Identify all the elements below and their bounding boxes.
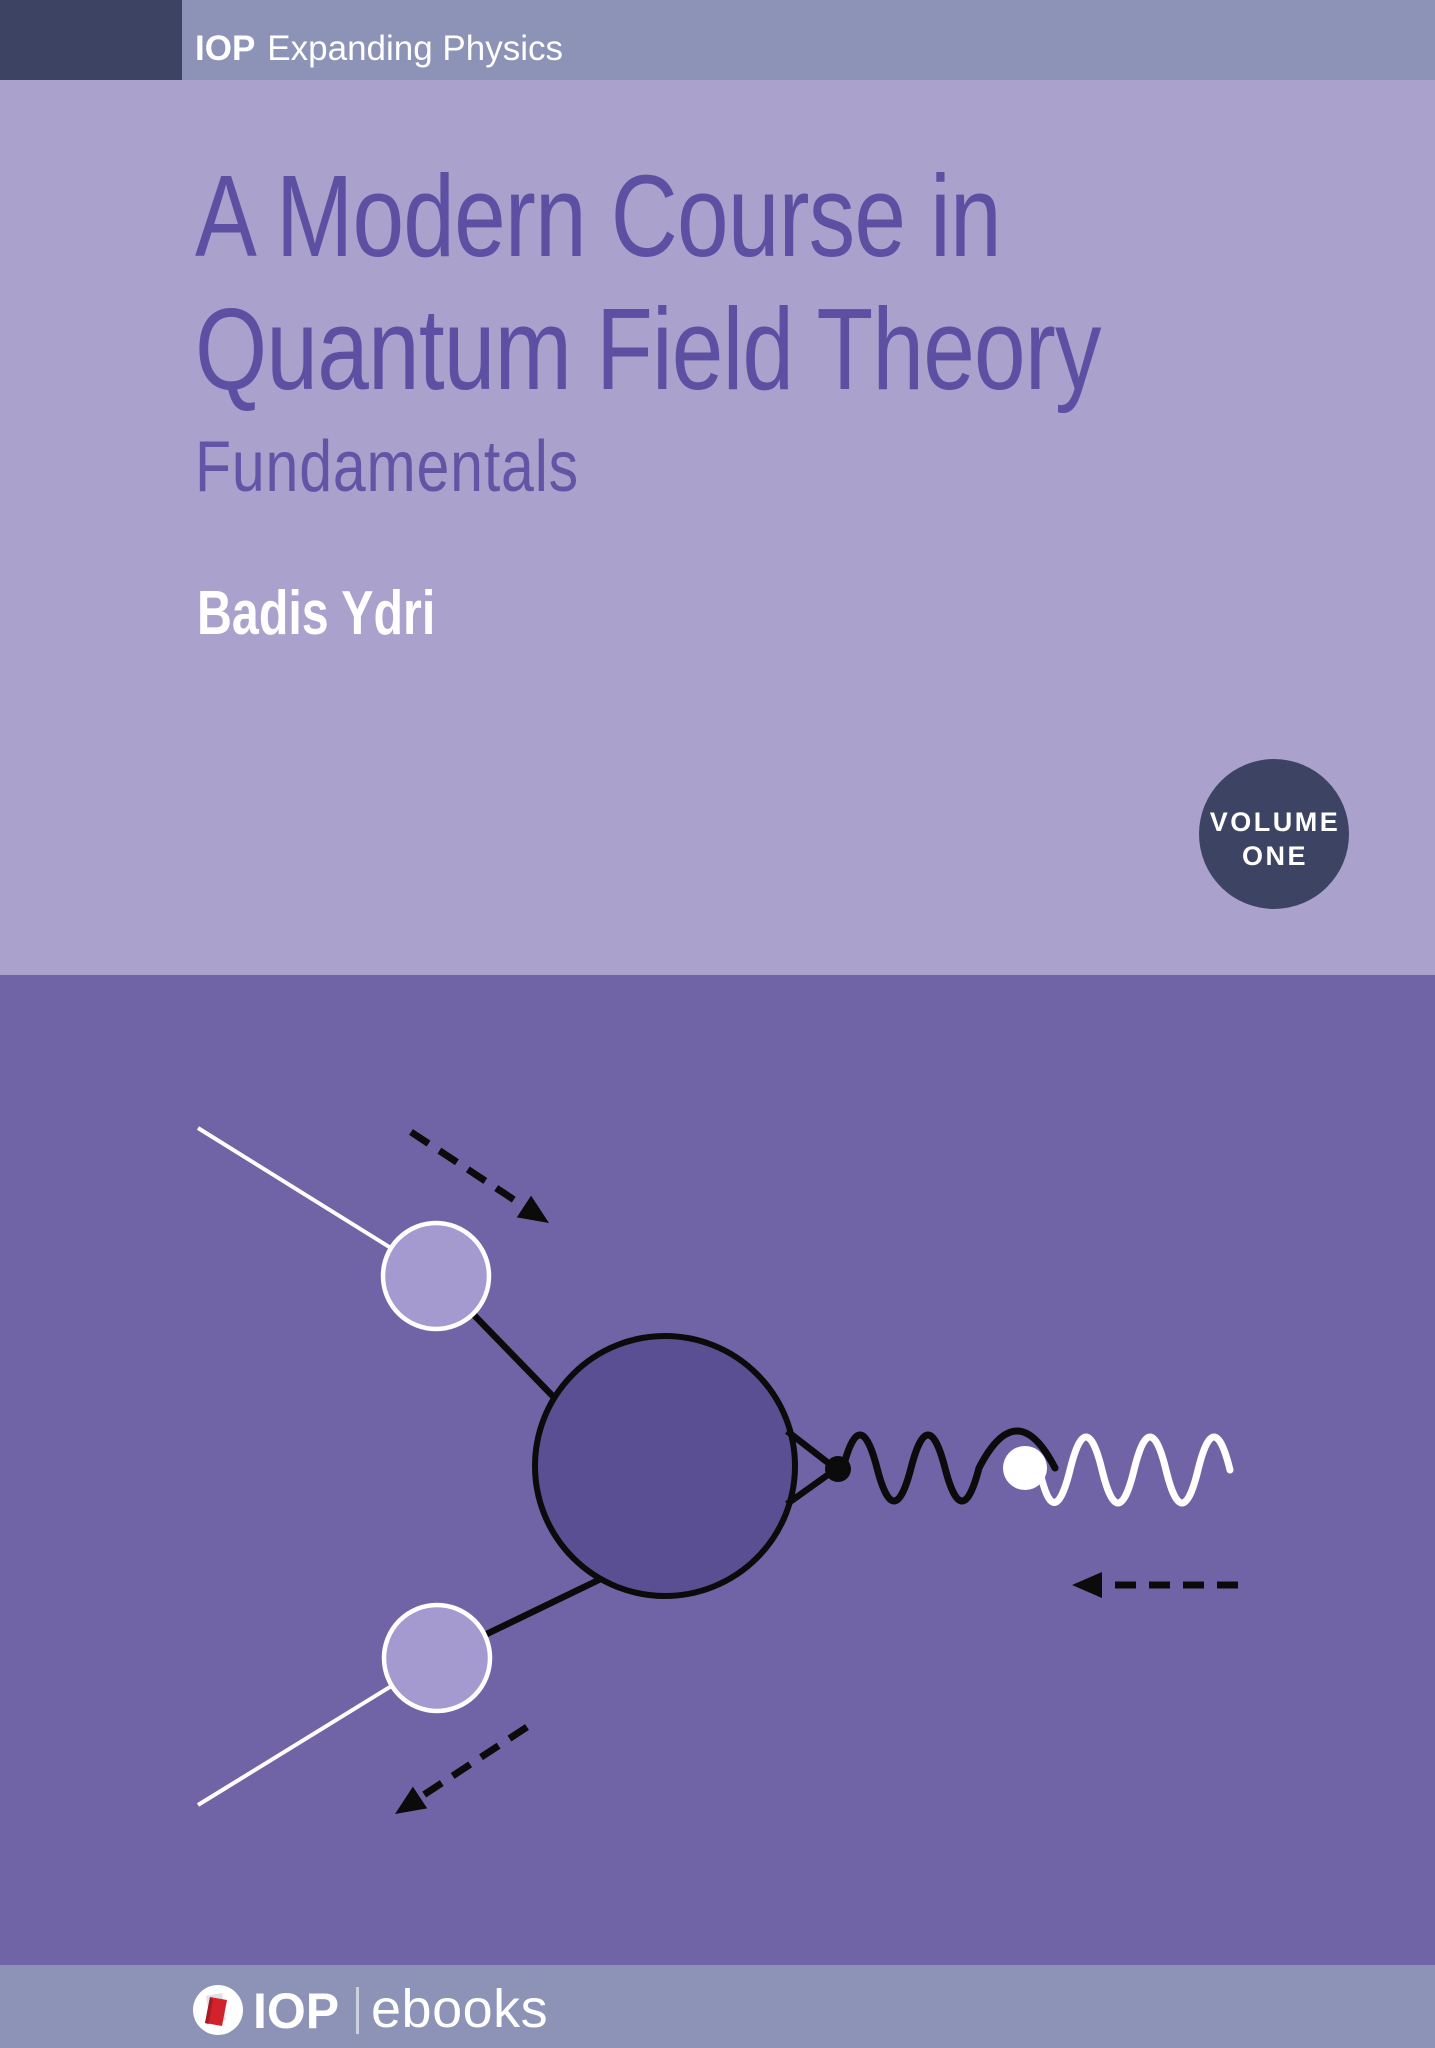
series-name-label: Expanding Physics: [267, 29, 564, 68]
header-band: IOP Expanding Physics: [0, 0, 1435, 80]
iop-logo-icon: [193, 1985, 243, 2035]
volume-badge: VOLUME ONE: [1199, 759, 1349, 909]
interaction-blob: [532, 1333, 798, 1599]
feynman-diagram: [196, 1126, 1238, 1814]
photon-ball: [1003, 1446, 1047, 1490]
book-title-line1: A Modern Course in: [195, 151, 1002, 281]
momentum-arrowhead-top-right: [516, 1195, 549, 1223]
feynman-diagram-section: [0, 975, 1435, 1965]
volume-badge-line2: ONE: [1241, 841, 1308, 871]
vertex-circle-bottom: [381, 1602, 493, 1714]
spine-block: [0, 0, 182, 80]
momentum-arrow-top-right: [409, 1129, 530, 1212]
footer-iop-label: IOP: [253, 1983, 340, 2039]
momentum-arrow-bottom-left: [414, 1724, 529, 1803]
footer-ebooks-label: ebooks: [371, 1979, 549, 2039]
momentum-arrowhead-bottom-left: [395, 1786, 428, 1814]
vertex-circle-top: [380, 1220, 492, 1332]
iop-brand-label: IOP: [195, 29, 256, 68]
author-name: Badis Ydri: [197, 579, 436, 648]
momentum-arrowhead-left: [1072, 1572, 1102, 1598]
book-subtitle: Fundamentals: [195, 427, 579, 507]
photon-wave-black: [839, 1427, 1059, 1505]
book-title: A Modern Course in Quantum Field Theory: [195, 150, 1101, 416]
series-label: IOP Expanding Physics: [195, 0, 563, 80]
iop-logo-book-spine: [205, 1997, 213, 2024]
photon-wave-white: [1036, 1433, 1234, 1507]
footer-divider: [356, 1987, 359, 2034]
volume-badge-line1: VOLUME: [1209, 807, 1341, 837]
book-title-line2: Quantum Field Theory: [195, 284, 1101, 414]
